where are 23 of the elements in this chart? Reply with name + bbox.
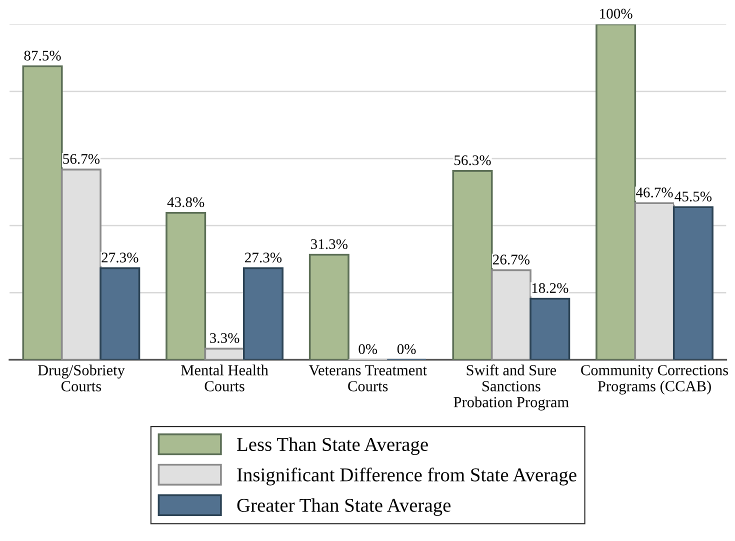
- x-tick-label: Drug/Sobriety Courts: [38, 364, 125, 392]
- x-tick-label: Mental Health Courts: [181, 364, 268, 392]
- legend-label: Greater Than State Average: [237, 498, 451, 516]
- data-label: 27.3%: [102, 252, 138, 263]
- data-label: 56.7%: [63, 154, 100, 164]
- data-label: 3.3%: [210, 333, 240, 344]
- legend-label: Insignificant Difference from State Average: [237, 468, 576, 486]
- x-tick-label: Veterans Treatment Courts: [308, 365, 427, 392]
- data-label: 0%: [358, 344, 378, 354]
- data-label: 0%: [397, 344, 416, 354]
- legend-label: Less Than State Average: [237, 437, 428, 456]
- x-tick-label: Community Corrections Programs (CCAB): [581, 365, 728, 394]
- data-label: 45.5%: [674, 192, 712, 202]
- data-label: 26.7%: [493, 254, 530, 265]
- x-tick-label: Swift and Sure Sanctions Probation Program: [454, 364, 569, 410]
- data-label: 100%: [600, 8, 632, 19]
- data-label: 31.3%: [311, 239, 348, 250]
- data-label: 18.2%: [532, 283, 568, 294]
- data-label: 46.7%: [636, 188, 673, 198]
- data-label: 27.3%: [245, 252, 282, 263]
- data-label: 43.8%: [167, 197, 204, 208]
- data-label: 87.5%: [24, 50, 61, 61]
- data-label: 56.3%: [454, 155, 491, 166]
